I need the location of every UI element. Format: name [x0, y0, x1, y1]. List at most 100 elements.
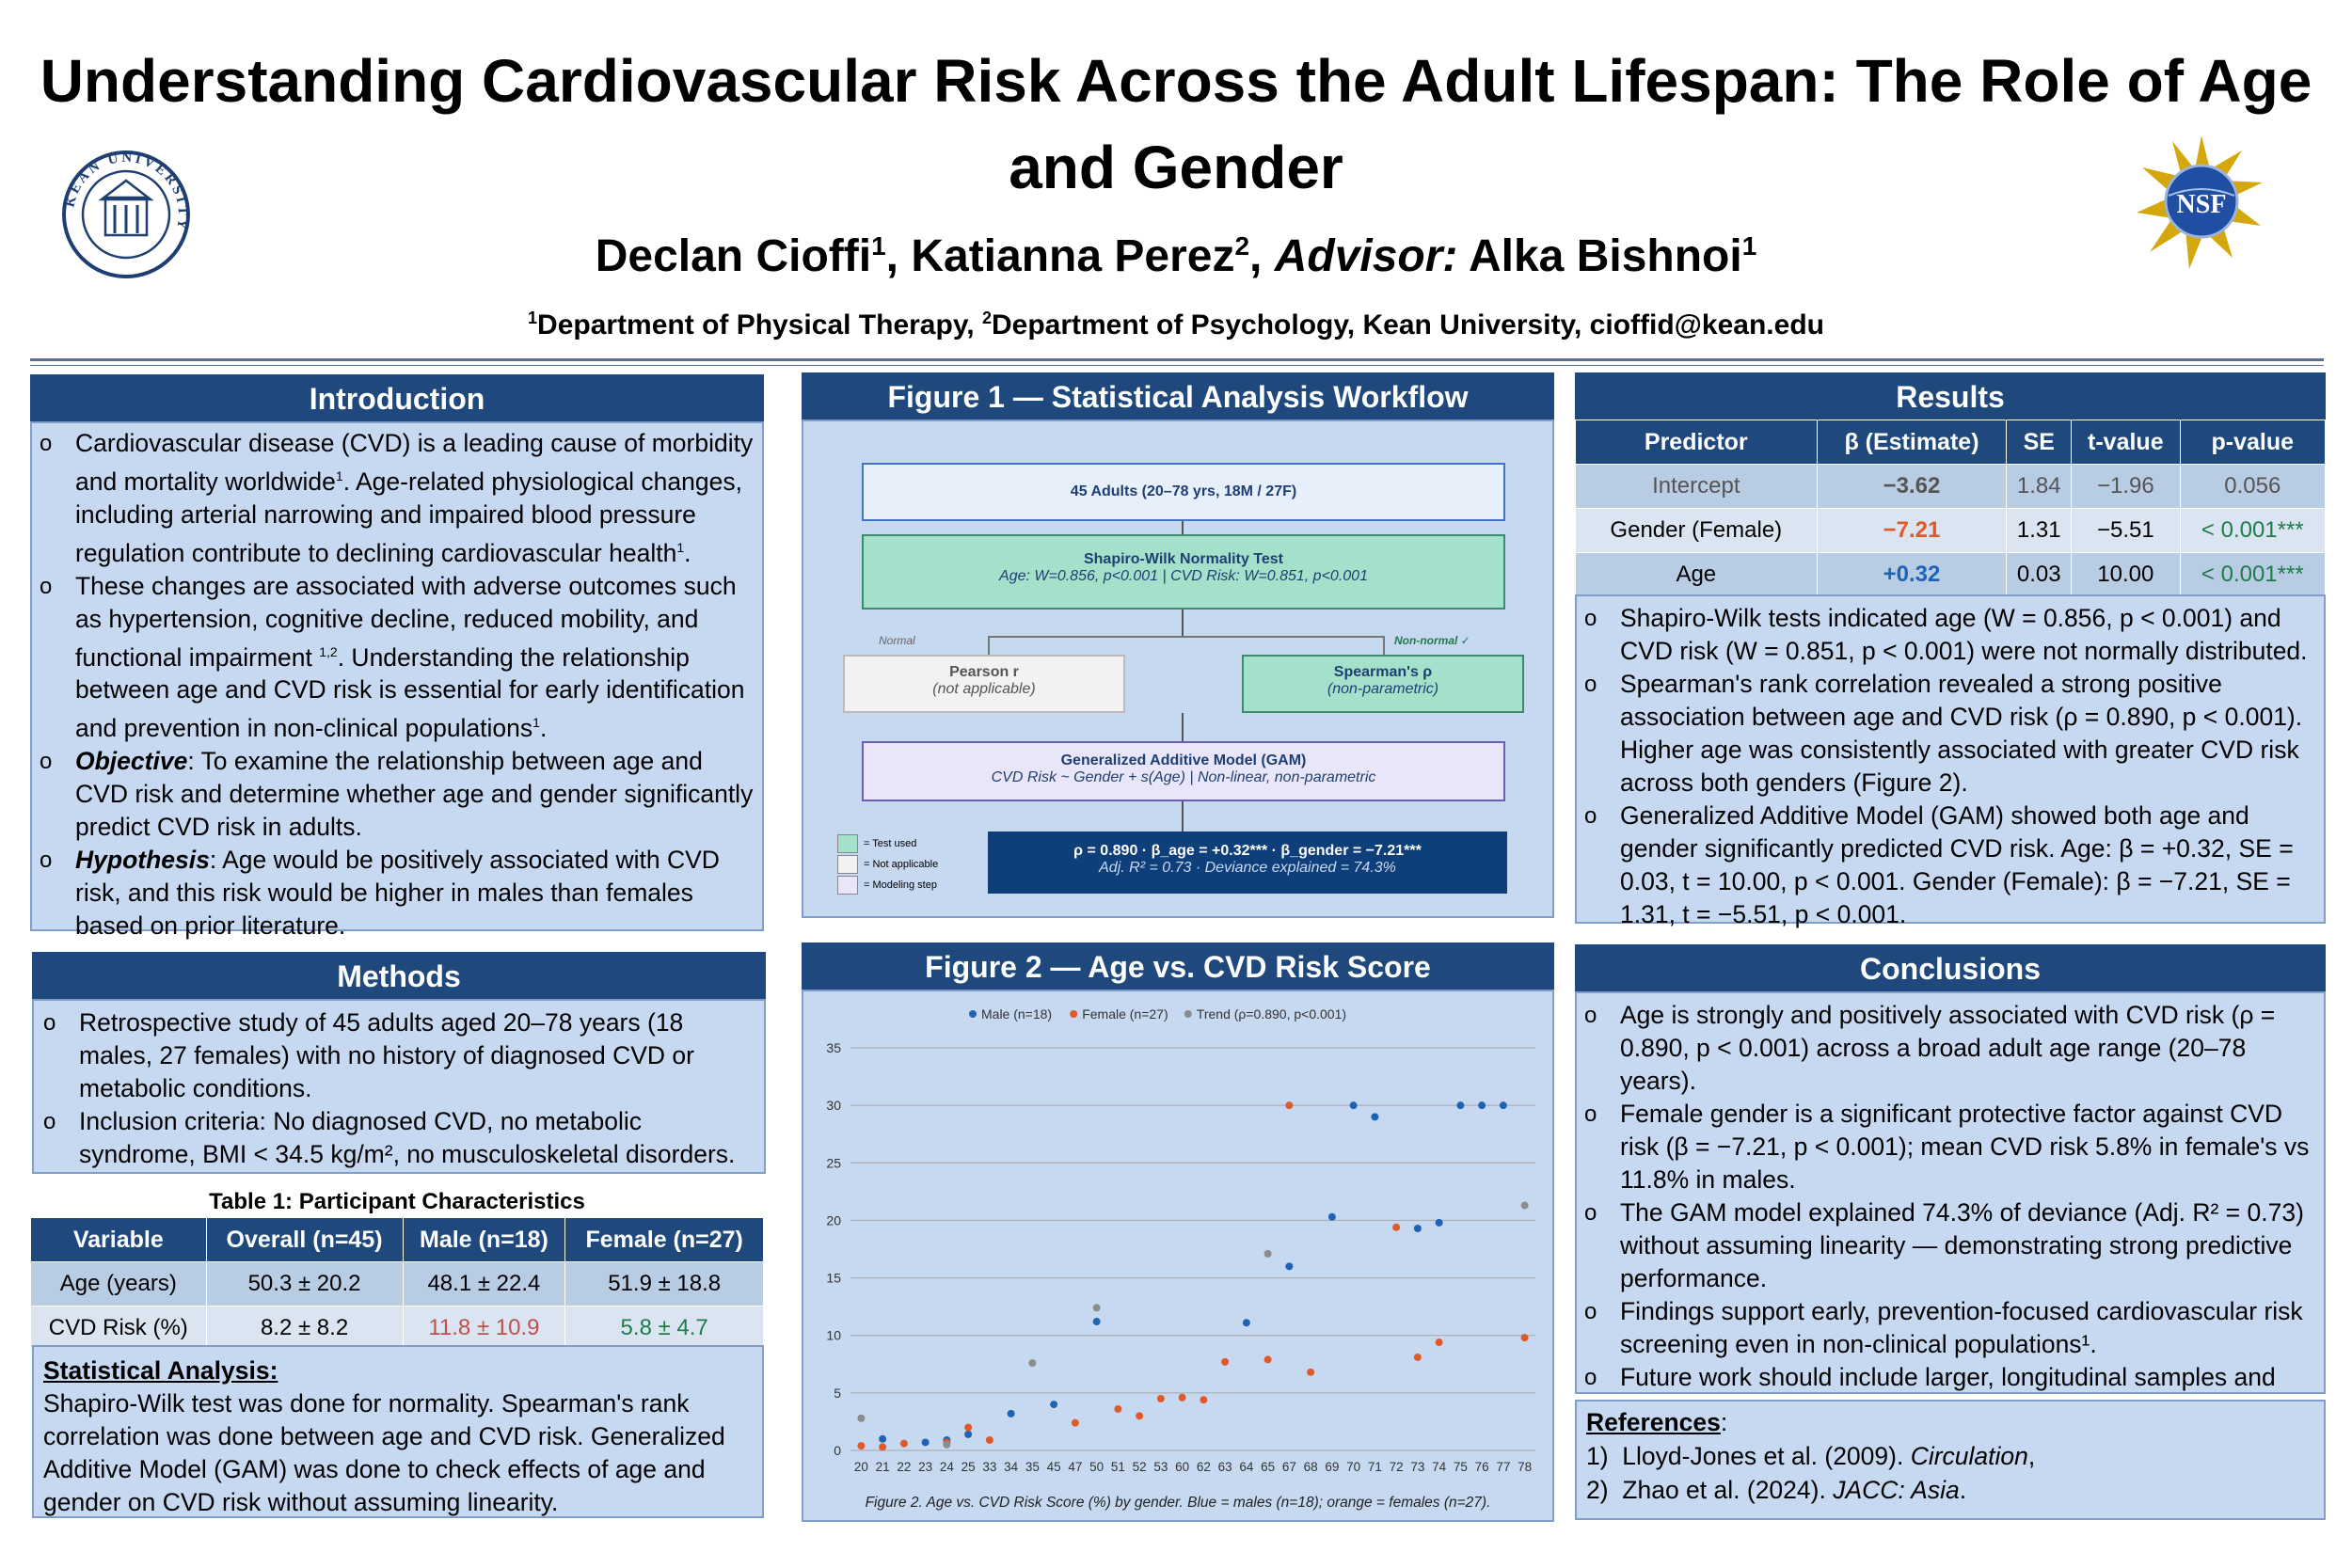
female-point: [1285, 1101, 1294, 1110]
x-tick-label: 21: [876, 1460, 890, 1474]
male-point: [1456, 1101, 1465, 1110]
flow-box-gam: Generalized Additive Model (GAM) CVD Ris…: [862, 741, 1505, 801]
x-tick-label: 24: [940, 1460, 955, 1474]
authors: Declan Cioffi1, Katianna Perez2, Advisor…: [595, 231, 1757, 281]
statistical-analysis-panel: Statistical Analysis: Shapiro-Wilk test …: [32, 1345, 764, 1518]
x-tick-label: 63: [1218, 1460, 1232, 1474]
flow-box-shapiro: Shapiro-Wilk Normality Test Age: W=0.856…: [862, 534, 1505, 610]
results-header: Results: [1575, 372, 2326, 421]
table-row: Age +0.32 0.03 10.00 < 0.001***: [1575, 552, 2327, 597]
figure1-legend: = Test used = Not applicable = Modeling …: [837, 833, 938, 895]
x-tick-label: 35: [1025, 1460, 1040, 1474]
x-tick-label: 70: [1346, 1460, 1360, 1474]
female-point: [1200, 1396, 1208, 1404]
x-tick-label: 45: [1047, 1460, 1061, 1474]
results-bullet: Spearman's rank correlation revealed a s…: [1584, 668, 2316, 800]
figure2-panel: 0 5 10 15 20 25 30 35 20 21 22 23 24 25 33 34 35 45 47 50 51…: [802, 990, 1554, 1522]
label-non-normal: Non-normal ✓: [1394, 634, 1470, 647]
results-panel: Shapiro-Wilk tests indicated age (W = 0.…: [1575, 594, 2326, 928]
x-tick-label: 69: [1325, 1460, 1339, 1474]
intro-bullet: Cardiovascular disease (CVD) is a leadin…: [40, 427, 755, 570]
trend-point: [1520, 1201, 1529, 1210]
female-point: [1307, 1368, 1315, 1376]
male-point: [1050, 1401, 1058, 1409]
x-tick-label: 25: [961, 1460, 976, 1474]
affiliation: 1Department of Physical Therapy, 2Depart…: [528, 309, 1824, 341]
trend-point: [1028, 1359, 1037, 1368]
male-point: [1435, 1218, 1443, 1227]
poster-title: Understanding Cardiovascular Risk Across…: [40, 47, 2312, 201]
kean-university-logo: KEAN UNIVERSITY: [62, 150, 190, 278]
male-point: [1413, 1224, 1422, 1232]
x-tick-label: 74: [1432, 1460, 1447, 1474]
male-point: [1499, 1101, 1507, 1110]
x-tick-label: 47: [1068, 1460, 1082, 1474]
female-point: [1156, 1394, 1165, 1402]
trend-point: [943, 1440, 951, 1449]
female-point: [857, 1442, 866, 1450]
x-tick-label: 23: [918, 1460, 932, 1474]
y-tick-label: 5: [834, 1386, 841, 1401]
female-point: [1392, 1223, 1401, 1231]
intro-objective: Objective: To examine the relationship b…: [40, 745, 755, 844]
figure1-panel: 45 Adults (20–78 yrs, 18M / 27F) Shapiro…: [802, 420, 1554, 918]
female-point: [1413, 1353, 1422, 1361]
female-point: [964, 1423, 973, 1432]
introduction-header: Introduction: [30, 374, 764, 423]
x-tick-label: 22: [897, 1460, 911, 1474]
female-point: [899, 1439, 908, 1448]
x-tick-label: 75: [1454, 1460, 1468, 1474]
reference-item: 1) Lloyd-Jones et al. (2009). Circulatio…: [1586, 1442, 2036, 1470]
male-point: [879, 1434, 887, 1443]
conclusions-header: Conclusions: [1575, 944, 2326, 993]
y-tick-label: 0: [834, 1443, 841, 1458]
x-tick-label: 65: [1261, 1460, 1275, 1474]
legend-marker: [969, 1010, 977, 1018]
intro-hypothesis: Hypothesis: Age would be positively asso…: [40, 844, 755, 942]
trend-point: [1263, 1249, 1272, 1258]
female-point: [879, 1443, 887, 1451]
conclusion-bullet: The GAM model explained 74.3% of devianc…: [1584, 1196, 2316, 1295]
label-normal: Normal: [879, 634, 915, 647]
figure1-header: Figure 1 — Statistical Analysis Workflow: [802, 372, 1554, 421]
female-point: [1114, 1404, 1122, 1413]
figure2-caption: Figure 2. Age vs. CVD Risk Score (%) by …: [866, 1495, 1491, 1511]
x-tick-label: 72: [1390, 1460, 1404, 1474]
female-point: [1071, 1418, 1079, 1427]
introduction-panel: Cardiovascular disease (CVD) is a leadin…: [30, 421, 764, 940]
x-tick-label: 20: [854, 1460, 868, 1474]
svg-text:NSF: NSF: [2177, 190, 2227, 219]
conclusion-bullet: Findings support early, prevention-focus…: [1584, 1295, 2316, 1361]
female-point: [1435, 1338, 1443, 1347]
male-point: [964, 1430, 973, 1438]
results-bullet: Generalized Additive Model (GAM) showed …: [1584, 800, 2316, 931]
y-tick-label: 25: [826, 1155, 841, 1170]
x-tick-label: 50: [1089, 1460, 1104, 1474]
trend-point: [1092, 1304, 1101, 1312]
table1-caption: Table 1: Participant Characteristics: [209, 1189, 585, 1214]
methods-bullet: Retrospective study of 45 adults aged 20…: [43, 1006, 756, 1105]
x-tick-label: 33: [982, 1460, 996, 1474]
flow-box-pearson: Pearson r (not applicable): [843, 655, 1125, 713]
male-point: [1371, 1113, 1379, 1121]
figure2-header: Figure 2 — Age vs. CVD Risk Score: [802, 942, 1554, 991]
x-tick-label: 34: [1004, 1460, 1019, 1474]
methods-header: Methods: [32, 952, 766, 1001]
legend-marker: [1184, 1010, 1192, 1018]
y-tick-label: 10: [826, 1328, 841, 1343]
y-tick-label: 30: [826, 1098, 841, 1113]
scatter-chart: 0 5 10 15 20 25 30 35 20 21 22 23 24 25 33 34 35 45 47 50 51…: [826, 1006, 1535, 1511]
x-tick-label: 77: [1496, 1460, 1510, 1474]
y-tick-label: 35: [826, 1040, 841, 1055]
regression-table: Predictor β (Estimate) SE t-value p-value In…: [1575, 420, 2327, 597]
legend-label: Female (n=27): [1082, 1006, 1168, 1022]
female-point: [1221, 1357, 1230, 1366]
x-tick-label: 78: [1518, 1460, 1532, 1474]
x-tick-label: 60: [1175, 1460, 1189, 1474]
flow-box-spearman: Spearman's ρ (non-parametric): [1242, 655, 1524, 713]
male-point: [1092, 1318, 1101, 1326]
male-point: [921, 1438, 930, 1447]
x-tick-label: 73: [1410, 1460, 1424, 1474]
legend-marker: [1070, 1010, 1078, 1018]
female-point: [985, 1435, 993, 1444]
